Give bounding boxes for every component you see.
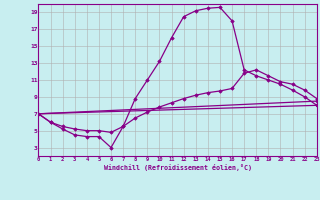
X-axis label: Windchill (Refroidissement éolien,°C): Windchill (Refroidissement éolien,°C) xyxy=(104,164,252,171)
